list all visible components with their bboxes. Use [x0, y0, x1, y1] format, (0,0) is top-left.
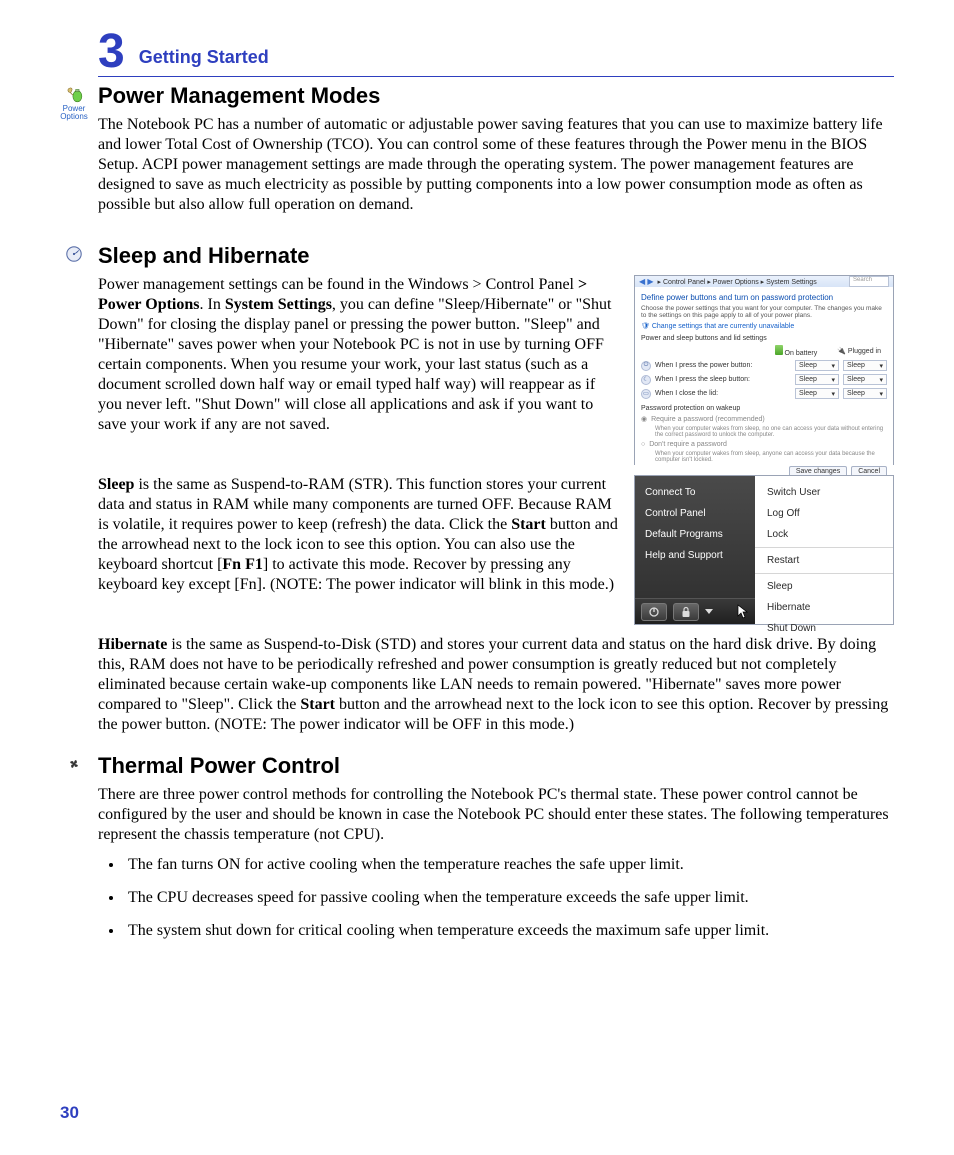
list-item: The CPU decreases speed for passive cool…	[124, 888, 894, 909]
thermal-bullets: The fan turns ON for active cooling when…	[124, 855, 894, 941]
power-icon	[648, 606, 660, 618]
dropdown[interactable]: Sleep▾	[843, 360, 887, 371]
figure-start-menu: Connect To Control Panel Default Program…	[634, 475, 894, 625]
list-item: The system shut down for critical coolin…	[124, 921, 894, 942]
power-options-icon	[65, 85, 83, 103]
lock-icon	[681, 606, 691, 618]
section-power-management: PowerOptions Power Management Modes The …	[50, 83, 894, 225]
dropdown[interactable]: Sleep▾	[795, 388, 839, 399]
chapter-header: 3 Getting Started	[98, 28, 894, 77]
power-menu-item[interactable]: Restart	[755, 550, 893, 571]
power-menu-item[interactable]: Switch User	[755, 482, 893, 503]
cursor-icon	[737, 604, 749, 620]
search-input[interactable]: Search	[849, 276, 889, 287]
start-menu-item[interactable]: Default Programs	[635, 524, 755, 545]
power-menu-item[interactable]: Lock	[755, 524, 893, 545]
section-thermal: Thermal Power Control There are three po…	[50, 753, 894, 941]
dropdown[interactable]: Sleep▾	[843, 388, 887, 399]
start-menu-item[interactable]: Control Panel	[635, 503, 755, 524]
section-sleep-hibernate: Sleep and Hibernate Power management set…	[50, 243, 894, 735]
para-sleep-hibernate-1: Power management settings can be found i…	[98, 275, 618, 435]
para-power-management: The Notebook PC has a number of automati…	[98, 115, 894, 215]
power-menu-item[interactable]: Sleep	[755, 576, 893, 597]
para-thermal: There are three power control methods fo…	[98, 785, 894, 845]
subheading: Power and sleep buttons and lid settings	[641, 335, 887, 342]
power-button[interactable]	[641, 603, 667, 621]
change-settings-link[interactable]: 🛡 Change settings that are currently una…	[641, 322, 887, 330]
fan-icon	[65, 755, 83, 773]
power-menu-item[interactable]: Hibernate	[755, 597, 893, 618]
dropdown[interactable]: Sleep▾	[843, 374, 887, 385]
dropdown[interactable]: Sleep▾	[795, 360, 839, 371]
dropdown[interactable]: Sleep▾	[795, 374, 839, 385]
power-options-icon-label: PowerOptions	[60, 105, 88, 122]
para-sleep: Sleep is the same as Suspend-to-RAM (STR…	[98, 475, 618, 595]
power-menu-item[interactable]: Log Off	[755, 503, 893, 524]
breadcrumb: ▸ Control Panel ▸ Power Options ▸ System…	[658, 278, 817, 286]
chapter-number: 3	[98, 28, 125, 76]
dialog-desc: Choose the power settings that you want …	[641, 305, 887, 319]
heading-power-management: Power Management Modes	[98, 83, 894, 109]
dialog-heading: Define power buttons and turn on passwor…	[641, 293, 887, 302]
chevron-down-icon[interactable]	[705, 609, 713, 614]
lock-button[interactable]	[673, 603, 699, 621]
page-number: 30	[60, 1103, 79, 1123]
heading-sleep-hibernate: Sleep and Hibernate	[98, 243, 894, 269]
start-menu-item[interactable]: Help and Support	[635, 545, 755, 566]
start-menu-item[interactable]: Connect To	[635, 482, 755, 503]
prot-heading: Password protection on wakeup	[641, 405, 887, 412]
chapter-title: Getting Started	[139, 47, 269, 68]
radio-no-password[interactable]: Don't require a password	[649, 441, 727, 448]
figure-power-options-window: ◀ ▶ ▸ Control Panel ▸ Power Options ▸ Sy…	[634, 275, 894, 465]
radio-require-password[interactable]: Require a password (recommended)	[651, 416, 765, 423]
heading-thermal: Thermal Power Control	[98, 753, 894, 779]
list-item: The fan turns ON for active cooling when…	[124, 855, 894, 876]
para-hibernate: Hibernate is the same as Suspend-to-Disk…	[98, 635, 894, 735]
clock-icon	[65, 245, 83, 263]
